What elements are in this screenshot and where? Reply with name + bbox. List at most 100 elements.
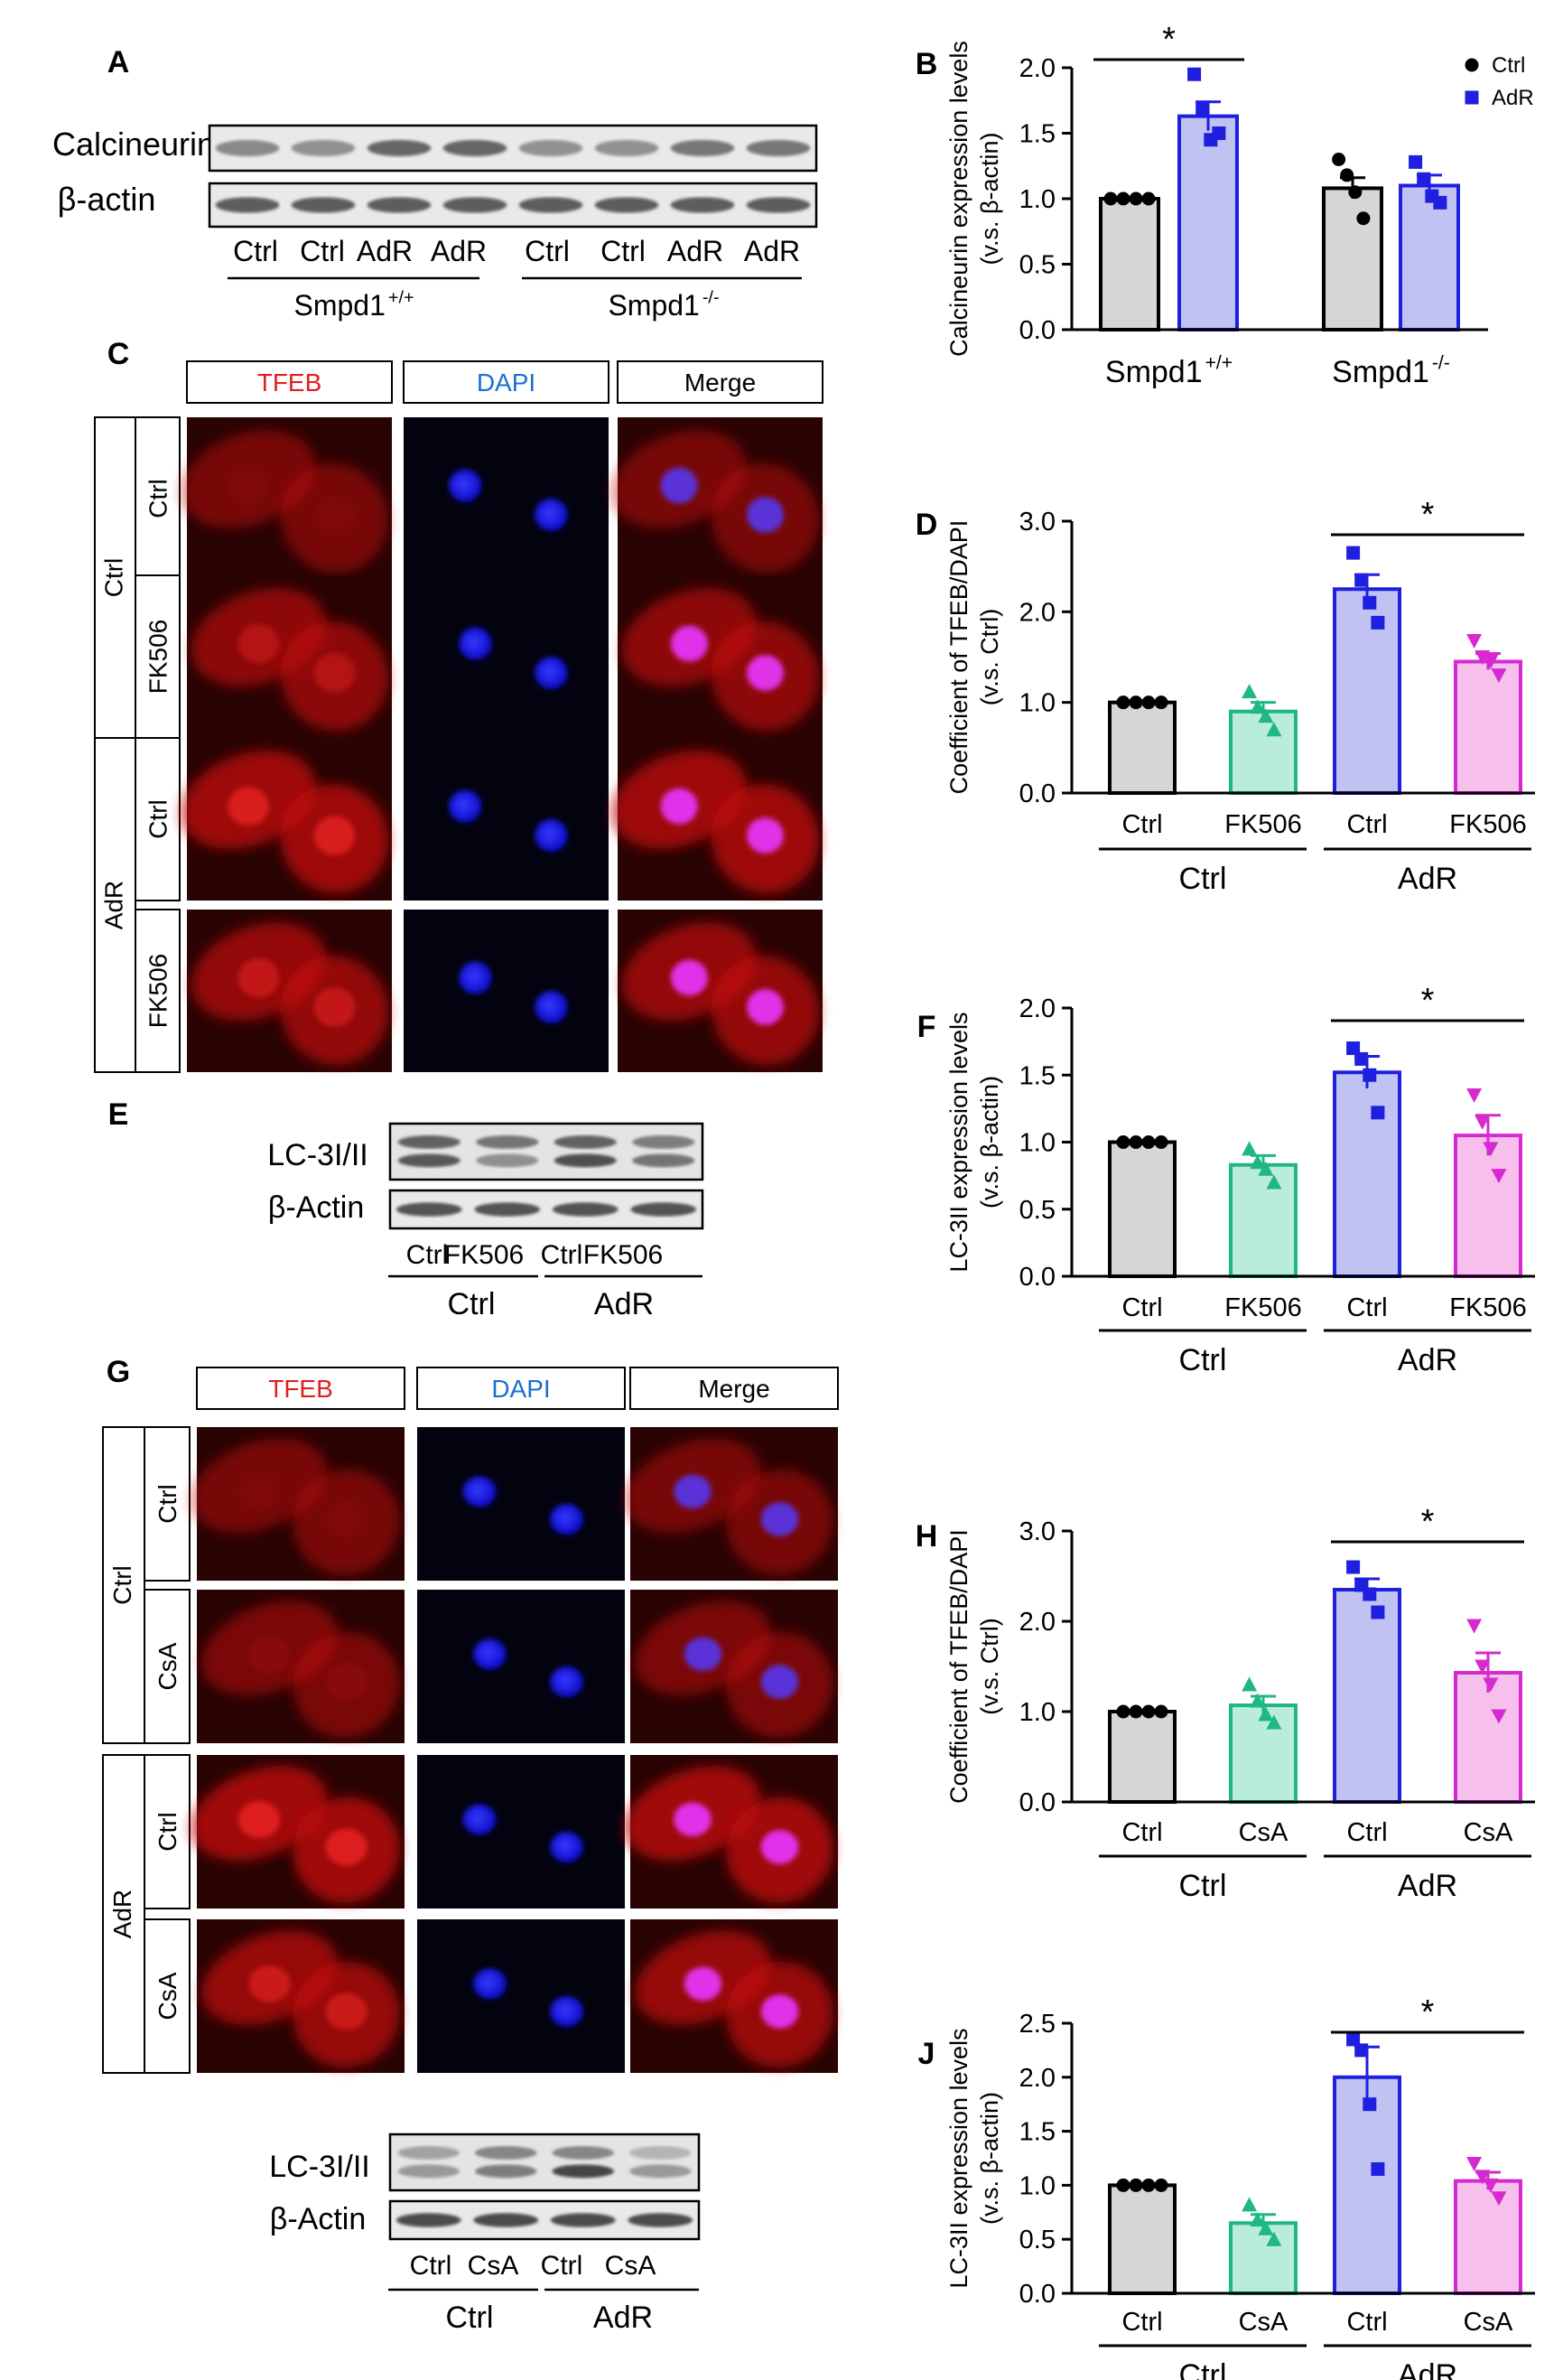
fluor-G-column-header <box>629 1367 839 1410</box>
blot-A-calcineurin-band <box>442 140 507 156</box>
fluor-G-dapi-image-nucleus <box>550 1996 583 2027</box>
chart-B-data-point <box>1409 154 1423 169</box>
fluor-C-merge-image-nucleus <box>747 497 784 533</box>
blot-I-row-label: LC-3I/II <box>269 2150 369 2184</box>
blot-E-lc3-band-upper <box>397 1135 461 1149</box>
chart-J-data-point <box>1346 2032 1361 2047</box>
fluor-C-merge-image <box>611 738 823 901</box>
chart-J-group-label: AdR <box>1398 2358 1457 2380</box>
blot-E-lc3-band-lower <box>632 1153 695 1168</box>
chart-D-data-point <box>1242 684 1258 699</box>
chart-J-y-label-sub: (v.s. β-actin) <box>976 2092 1003 2225</box>
fluor-G-column-label: TFEB <box>268 1375 333 1403</box>
chart-H-x-tick-label: Ctrl <box>1346 1818 1387 1847</box>
chart-D-y-tick-label: 3.0 <box>1019 508 1056 537</box>
chart-D-y-tick-label: 0.0 <box>1019 779 1056 808</box>
fluor-G-dapi-image-nucleus <box>550 1504 583 1535</box>
fluor-C-outer-box <box>94 737 136 1073</box>
fluor-G-tfeb-image-nucleus <box>325 1828 367 1866</box>
blot-A-group-label: Smpd1 -/- <box>608 288 719 322</box>
chart-B-y-tick-label: 0.0 <box>1019 316 1056 345</box>
chart-F-y-label: LC-3II expression levels <box>945 1012 972 1272</box>
fluor-C-dapi-image-background <box>404 417 609 580</box>
chart-J-data-point <box>1466 2156 1483 2171</box>
fluor-G-dapi-image-background <box>417 1919 625 2073</box>
fluor-G-tfeb-image-nucleus <box>325 1500 367 1538</box>
chart-B-data-point <box>1417 172 1431 186</box>
blot-A-calcineurin-band <box>670 140 735 156</box>
fluor-C-column-header <box>186 360 393 404</box>
chart-J-y-tick-label: 0.5 <box>1019 2226 1056 2254</box>
fluor-G-inner-label: Ctrl <box>154 1812 181 1852</box>
chart-D-data-point <box>1466 633 1483 649</box>
blot-E-actin-band <box>630 1202 697 1217</box>
fluor-G-merge-image-nucleus <box>760 1830 799 1864</box>
fluor-G-dapi-image-background <box>417 1590 625 1743</box>
chart-B-data-point <box>1129 191 1143 206</box>
chart-J-data-point <box>1483 2178 1499 2193</box>
chart-D-y-tick-label: 2.0 <box>1019 598 1056 627</box>
blot-E-lc3-band-upper <box>554 1135 617 1149</box>
fluor-C-inner-label: FK506 <box>144 620 172 695</box>
fluor-C-dapi-image-nucleus <box>535 499 568 531</box>
blot-E-lc3-band-upper <box>476 1135 539 1149</box>
fluor-C-inner-box <box>135 909 181 1073</box>
chart-H-data-point <box>1250 1693 1266 1708</box>
panel-letter-F: F <box>917 1010 936 1044</box>
fluor-G-dapi-image <box>417 1755 625 1909</box>
panel-letter-C: C <box>107 337 130 371</box>
chart-H-data-point <box>1371 1605 1385 1619</box>
chart-F-data-point <box>1258 1161 1274 1176</box>
chart-H-data-point <box>1116 1704 1130 1719</box>
fluor-C-column-label: Merge <box>684 369 756 397</box>
panel-letter-G: G <box>107 1355 130 1389</box>
blot-E-lc3-frame <box>388 1122 704 1181</box>
chart-H-bar <box>1108 1710 1177 1804</box>
chart-F-data-point <box>1346 1041 1361 1056</box>
blot-A-actin-band <box>442 197 507 213</box>
chart-F-significance-star: * <box>1421 982 1435 1020</box>
chart-H-data-point <box>1129 1704 1143 1719</box>
fluor-G-outer-box <box>102 1754 145 2074</box>
chart-H-data-point <box>1346 1560 1361 1574</box>
blot-A-calcineurin-band <box>594 140 659 156</box>
chart-F-x-tick-label: Ctrl <box>1121 1293 1162 1322</box>
fluor-G-column-header <box>196 1367 405 1410</box>
chart-F-data-point <box>1354 1051 1369 1066</box>
fluor-C-dapi-image <box>404 417 609 580</box>
chart-D-data-point <box>1483 655 1499 670</box>
fluor-G-merge-image-nucleus <box>760 1502 799 1536</box>
blot-A-calcineurin-band <box>746 140 811 156</box>
fluor-G-inner-box <box>144 1589 191 1744</box>
chart-B-bar <box>1099 197 1160 331</box>
fluor-G-outer-label: Ctrl <box>108 1565 136 1605</box>
fluor-G-merge-image <box>630 1919 838 2073</box>
fluor-C-outer-label: AdR <box>100 881 128 929</box>
chart-H-bar <box>1333 1588 1401 1804</box>
fluor-G-dapi-image-background <box>417 1755 625 1909</box>
blot-I-lc3-band-lower <box>397 2164 460 2179</box>
blot-I-lc3-band-upper <box>552 2146 614 2160</box>
chart-B-group-label-base: Smpd1 <box>1105 355 1203 389</box>
fluor-G-tfeb-image-nucleus <box>238 1801 280 1838</box>
chart-D-x-tick-label: Ctrl <box>1121 810 1162 839</box>
panel-letter-H: H <box>916 1519 938 1554</box>
fluor-G-tfeb-image-nucleus <box>325 1993 367 2030</box>
fluor-C-merge-image-nucleus <box>747 655 784 691</box>
fluor-C-inner-label: Ctrl <box>144 479 172 518</box>
blot-A-calcineurin-band <box>215 140 280 156</box>
fluor-C-dapi-image-nucleus <box>459 627 492 660</box>
fluor-G-tfeb-image-nucleus <box>238 1473 280 1510</box>
fluor-C-inner-label: FK506 <box>144 954 172 1029</box>
fluor-G-inner-label: CsA <box>154 1972 181 2020</box>
chart-B-group-label: Smpd1 +/+ <box>1105 353 1233 389</box>
chart-F-data-point <box>1141 1135 1156 1149</box>
blot-I-lc3-frame <box>388 2133 701 2192</box>
blot-I-group-label: Ctrl <box>446 2301 494 2335</box>
blot-A-group-label-superscript: +/+ <box>388 288 414 308</box>
chart-J-y-tick-label: 2.0 <box>1019 2064 1056 2093</box>
chart-J-data-point <box>1354 2043 1369 2058</box>
fluor-G-column-label: DAPI <box>491 1375 550 1403</box>
fluor-C-column-header <box>617 360 823 404</box>
chart-J-data-point <box>1154 2178 1168 2192</box>
